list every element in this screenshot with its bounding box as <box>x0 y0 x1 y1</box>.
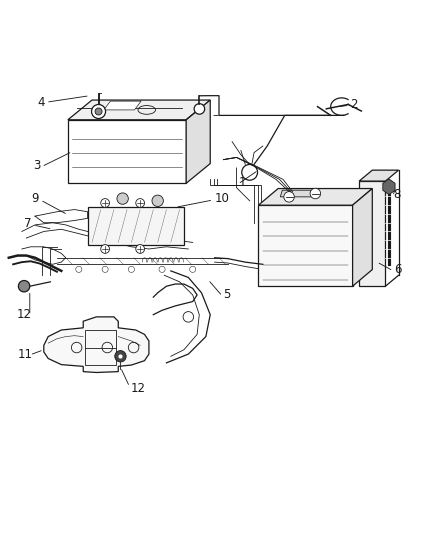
Polygon shape <box>280 190 317 197</box>
Circle shape <box>18 280 30 292</box>
Polygon shape <box>68 100 210 120</box>
Polygon shape <box>104 101 141 110</box>
Text: 9: 9 <box>32 192 39 205</box>
Text: 8: 8 <box>393 188 401 201</box>
Polygon shape <box>186 100 210 183</box>
Circle shape <box>152 195 163 206</box>
Text: 7: 7 <box>24 217 32 230</box>
Text: 11: 11 <box>18 349 32 361</box>
Text: 10: 10 <box>215 192 230 205</box>
Text: 12: 12 <box>17 308 32 321</box>
Circle shape <box>310 188 321 199</box>
Text: 5: 5 <box>223 288 231 302</box>
Circle shape <box>136 245 145 253</box>
Text: 4: 4 <box>37 96 45 109</box>
Circle shape <box>101 245 110 253</box>
Circle shape <box>194 104 205 114</box>
Text: 1: 1 <box>239 176 246 189</box>
Circle shape <box>101 199 110 207</box>
Polygon shape <box>383 179 395 195</box>
Text: 6: 6 <box>394 263 402 276</box>
Circle shape <box>117 193 128 204</box>
Polygon shape <box>353 189 372 286</box>
Text: 12: 12 <box>131 382 145 395</box>
Polygon shape <box>44 317 149 373</box>
Circle shape <box>95 108 102 115</box>
Bar <box>85 330 116 365</box>
Polygon shape <box>359 181 385 286</box>
Circle shape <box>92 104 106 118</box>
Circle shape <box>115 351 126 362</box>
Text: 2: 2 <box>350 98 358 111</box>
Circle shape <box>284 191 294 202</box>
Polygon shape <box>359 170 399 181</box>
Circle shape <box>136 199 145 207</box>
Text: 3: 3 <box>33 159 40 172</box>
Polygon shape <box>258 189 372 205</box>
Polygon shape <box>88 207 184 245</box>
Polygon shape <box>258 205 353 286</box>
